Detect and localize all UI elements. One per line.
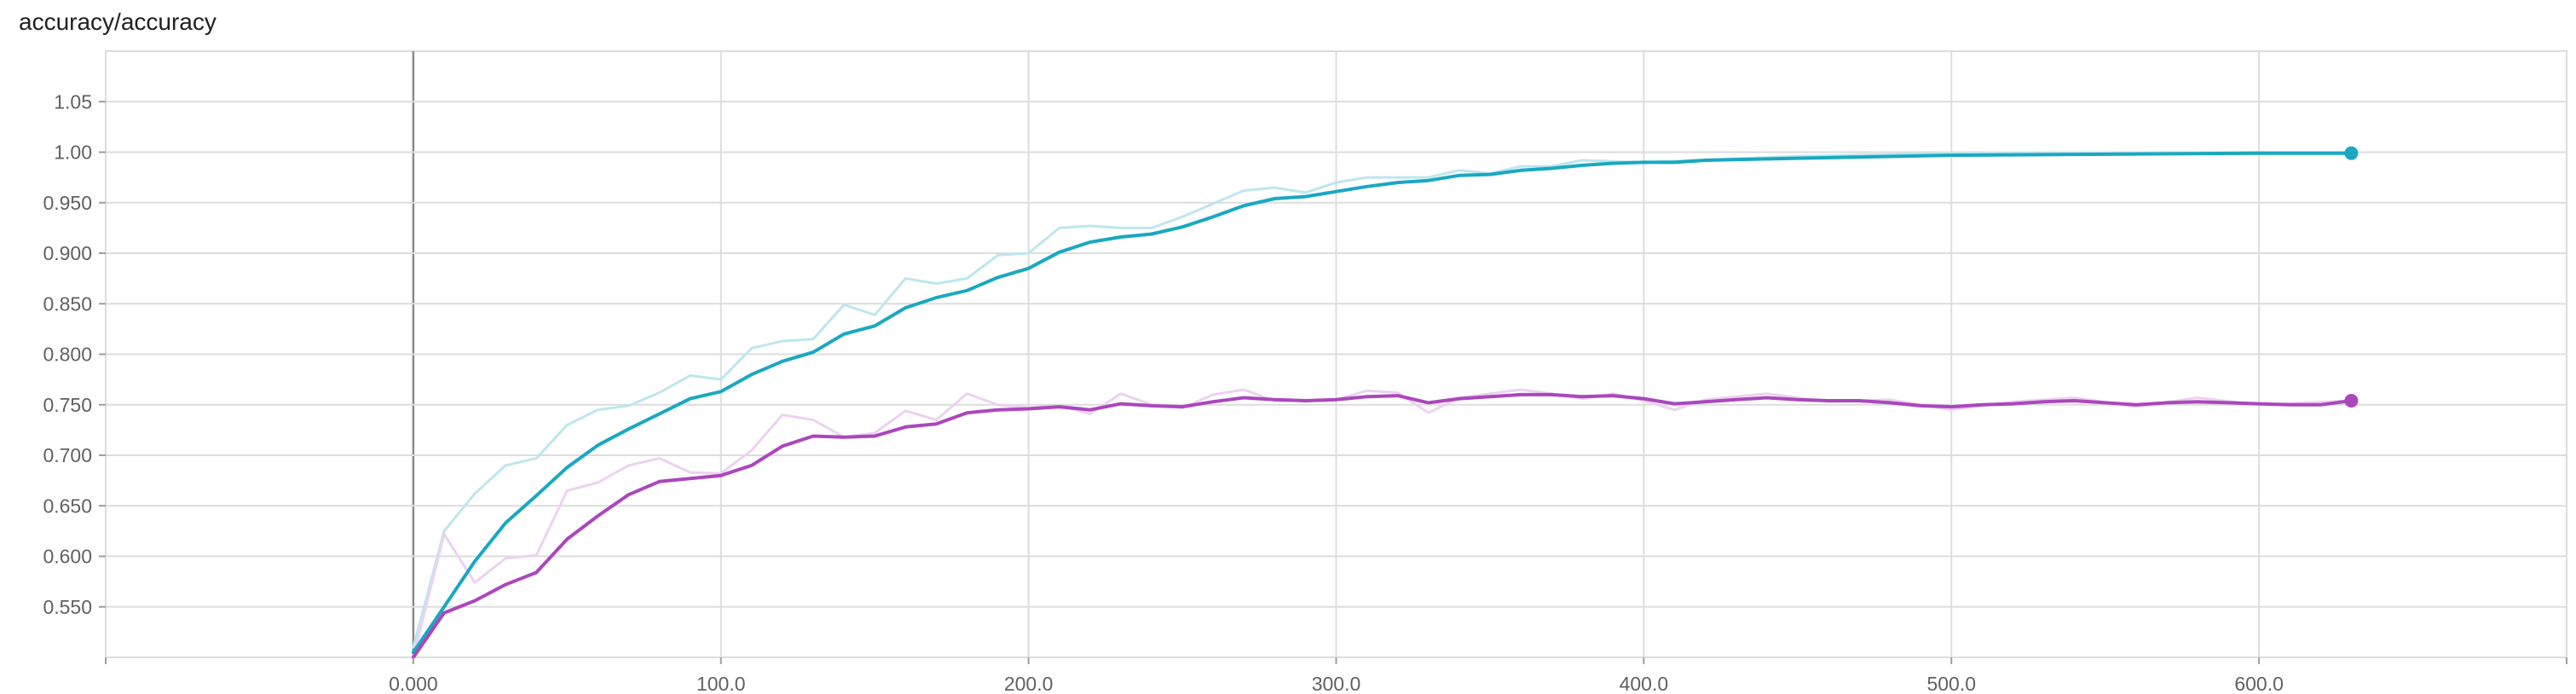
- y-tick-label: 0.950: [43, 192, 92, 214]
- series-layer: [411, 151, 2354, 659]
- purple-endpoint: [2344, 394, 2359, 408]
- x-tick-label: 400.0: [1620, 673, 1669, 694]
- y-tick-label: 0.700: [43, 444, 92, 466]
- x-axis: 0.000 100.0 200.0 300.0 400.0 500.0 600.0: [105, 657, 2567, 694]
- y-tick-label: 0.600: [43, 546, 92, 568]
- x-tick-label: 300.0: [1312, 673, 1361, 694]
- y-tick-label: 0.900: [43, 242, 92, 264]
- teal-endpoint: [2344, 146, 2359, 160]
- y-tick-label: 1.05: [54, 90, 92, 113]
- x-tick-label: 200.0: [1004, 673, 1054, 694]
- x-tick-label: 600.0: [2234, 673, 2284, 694]
- y-tick-label: 0.750: [43, 394, 92, 416]
- y-tick-label: 0.550: [43, 596, 92, 618]
- y-tick-label: 0.850: [43, 292, 92, 315]
- chart-title: accuracy/accuracy: [19, 9, 217, 35]
- series-line-purple-smoothed: [411, 392, 2354, 659]
- series-line-teal-smoothed: [411, 151, 2354, 655]
- series-line-purple-raw: [412, 388, 2353, 659]
- y-axis: 0.550 0.600 0.650 0.700 0.750 0.800 0.850 0.900…: [43, 90, 106, 618]
- y-tick-label: 0.800: [43, 344, 92, 366]
- y-tick-label: 0.650: [43, 494, 92, 517]
- x-tick-label: 100.0: [696, 673, 746, 694]
- x-tick-label: 500.0: [1926, 673, 1976, 694]
- series-line-teal-raw: [412, 151, 2353, 649]
- x-tick-label: 0.000: [389, 673, 438, 694]
- y-tick-label: 1.00: [54, 142, 92, 164]
- endpoints: [2344, 146, 2359, 408]
